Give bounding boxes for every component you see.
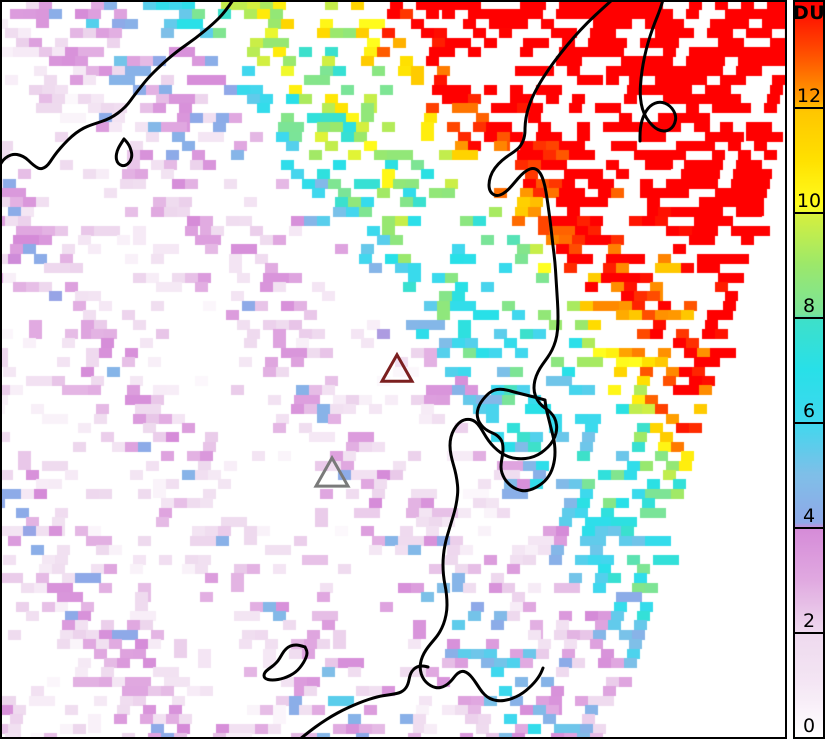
colorbar-ticks: 0 2 4 6 8 10 12 (793, 0, 825, 739)
colorbar-tickline-10 (793, 212, 825, 214)
colorbar-tickline-12 (793, 107, 825, 109)
colorbar-tickline-6 (793, 422, 825, 424)
colorbar-tickline-8 (793, 317, 825, 319)
coastline-svg (0, 0, 678, 739)
colorbar-ticklabel-2: 2 (802, 610, 816, 632)
marker-svg (313, 351, 415, 488)
coastline-east-coast-main (418, 0, 614, 703)
volcano-marker-layer (313, 351, 415, 488)
coastline-layer (0, 0, 678, 739)
colorbar-gradient (793, 0, 825, 739)
colorbar-ticklabel-12: 12 (796, 85, 822, 107)
data-pixel-layer (0, 0, 787, 739)
coastline-west-coast (0, 0, 235, 171)
coastline-south-coast (298, 664, 430, 739)
volcano-marker-primary (379, 351, 415, 383)
colorbar-ticklabel-4: 4 (802, 505, 816, 527)
retrieval-pixel-grid (0, 0, 787, 739)
coastline-nw-bay (114, 137, 134, 168)
coastline-small-island (262, 643, 309, 682)
coastline-inland-bay (475, 387, 557, 493)
coastline-east-coast-north-inlet (638, 0, 678, 143)
colorbar-ticklabel-10: 10 (796, 190, 822, 212)
colorbar-ticklabel-0: 0 (802, 715, 816, 737)
colorbar-unit-label: DU (793, 2, 825, 24)
map-panel (0, 0, 787, 739)
colorbar-ticklabel-8: 8 (802, 295, 816, 317)
colorbar-tickline-2 (793, 632, 825, 634)
colorbar: 0 2 4 6 8 10 12 DU (793, 0, 825, 739)
volcano-marker-secondary (313, 454, 351, 488)
colorbar-ticklabel-6: 6 (802, 400, 816, 422)
colorbar-tickline-4 (793, 527, 825, 529)
